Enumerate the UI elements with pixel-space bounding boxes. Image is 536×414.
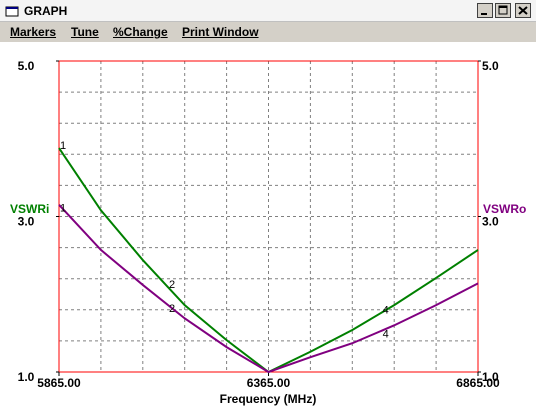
y-tick-label: 3.0 xyxy=(18,215,35,229)
window-controls[interactable] xyxy=(477,3,533,19)
y-tick-label: 5.0 xyxy=(18,59,35,73)
marker-label: 4 xyxy=(383,305,389,317)
series-label: VSWRo xyxy=(483,202,526,216)
series-label: VSWRi xyxy=(10,202,49,216)
app-icon xyxy=(5,6,19,17)
menu-bar: Markers Tune %Change Print Window xyxy=(0,22,536,42)
menu-item[interactable]: Tune xyxy=(71,25,99,39)
y2-tick-label: 3.0 xyxy=(482,215,499,229)
marker-label: 4 xyxy=(383,329,389,341)
chart: Frequency (MHz) 5865.00 6365.00 6865.001.0… xyxy=(0,42,536,414)
marker-label: 1 xyxy=(60,140,66,152)
x-tick-label: 5865.00 xyxy=(37,376,81,390)
x-tick-label: 6365.00 xyxy=(247,376,291,390)
marker-label: 2 xyxy=(169,279,175,291)
x-tick-label: 6865.00 xyxy=(456,376,500,390)
menu-item[interactable]: %Change xyxy=(113,25,168,39)
series-line xyxy=(58,204,479,374)
window-title: GRAPH xyxy=(24,4,68,18)
y2-tick-label: 1.0 xyxy=(482,370,499,384)
menu-item[interactable]: Print Window xyxy=(182,25,259,39)
marker-label: 2 xyxy=(169,303,175,315)
marker-label: 1 xyxy=(60,203,66,215)
title-bar: GRAPH xyxy=(0,0,536,22)
menu-item[interactable]: Markers xyxy=(10,25,57,39)
x-axis-title: Frequency (MHz) xyxy=(220,392,317,406)
y2-tick-label: 5.0 xyxy=(482,59,499,73)
y-tick-label: 1.0 xyxy=(18,370,35,384)
